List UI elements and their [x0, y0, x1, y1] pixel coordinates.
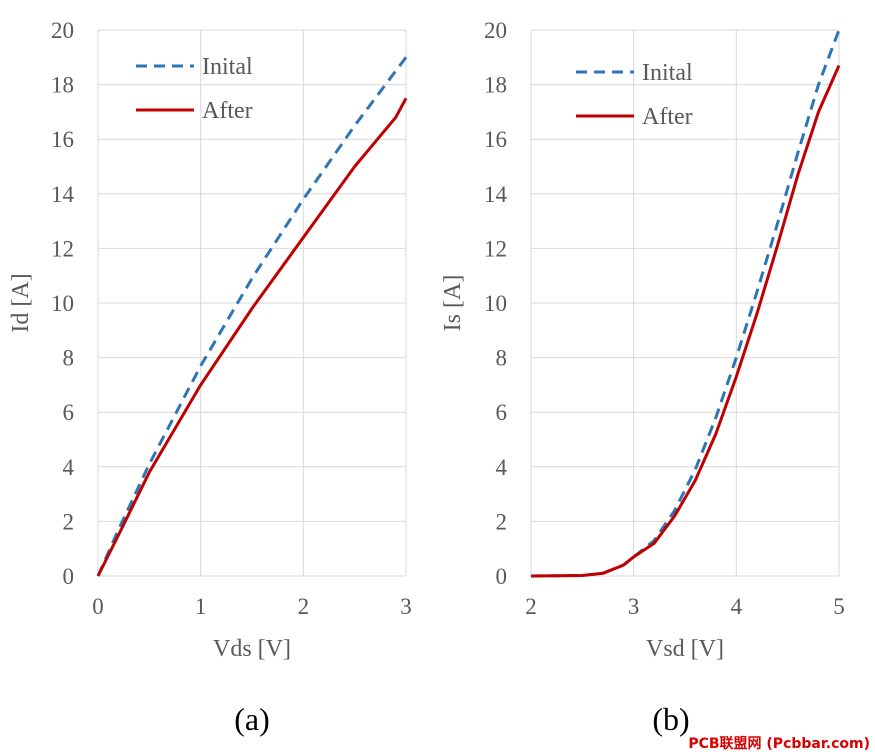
panel-b-x-tick-label: 4: [731, 594, 743, 619]
panel-a-series-initial-line: [96, 56, 408, 577]
panel-a-y-tick-label: 6: [63, 400, 75, 425]
panel-a-y-tick-label: 20: [51, 18, 74, 43]
panel-b-y-tick-label: 20: [484, 18, 507, 43]
panel-b-legend-label-after: After: [642, 104, 693, 130]
panel-a-y-tick-label: 4: [63, 455, 75, 480]
panel-a-x-tick-label: 1: [195, 594, 207, 619]
panel-b-y-tick-label: 6: [496, 400, 508, 425]
panel-b-y-tick-label: 2: [496, 509, 508, 534]
panel-a-label: (a): [234, 701, 270, 737]
panel-a-legend-label-initial: Inital: [202, 54, 253, 80]
panel-a-x-tick-label: 3: [400, 594, 412, 619]
panel-b-series-after-line: [530, 64, 841, 578]
panel-b-y-tick-label: 18: [484, 73, 507, 98]
panel-a-y-tick-label: 14: [51, 182, 75, 207]
panel-a-y-tick-label: 0: [63, 564, 75, 589]
panel-b-label: (b): [652, 701, 689, 737]
panel-b-y-tick-label: 16: [484, 127, 507, 152]
panel-b-legend-label-initial: Inital: [642, 60, 693, 86]
panel-a-y-tick-label: 8: [63, 346, 75, 371]
panel-a-y-tick-label: 16: [51, 127, 74, 152]
panel-a-y-tick-label: 18: [51, 73, 74, 98]
panel-b-y-tick-label: 4: [496, 455, 508, 480]
panel-b-x-tick-label: 5: [833, 594, 845, 619]
panel-a-x-tick-label: 0: [92, 594, 104, 619]
watermark-text: PCB联盟网 (Pcbbar.com): [688, 736, 870, 752]
panel-b-x-axis-title: Vsd [V]: [646, 636, 724, 662]
panel-b-y-tick-label: 10: [484, 291, 507, 316]
panel-b-y-axis-title: Is [A]: [440, 275, 466, 332]
panel-b-y-tick-label: 14: [484, 182, 508, 207]
panel-a-x-tick-label: 2: [298, 594, 310, 619]
panel-a-series-after-line: [96, 97, 408, 577]
panel-b-x-tick-label: 2: [525, 594, 537, 619]
panel-a-y-axis-title: Id [A]: [8, 273, 34, 332]
panel-a-y-tick-label: 12: [51, 236, 74, 261]
panel-b-y-tick-label: 12: [484, 236, 507, 261]
panel-a-y-tick-label: 2: [63, 509, 75, 534]
panel-b-y-tick-label: 0: [496, 564, 508, 589]
panel-b-y-tick-label: 8: [496, 346, 508, 371]
panel-a-x-axis-title: Vds [V]: [213, 636, 291, 662]
panel-a-legend-label-after: After: [202, 98, 253, 124]
panel-a-y-tick-label: 10: [51, 291, 74, 316]
panel-b-x-tick-label: 3: [628, 594, 640, 619]
